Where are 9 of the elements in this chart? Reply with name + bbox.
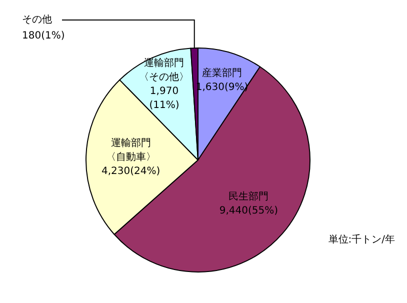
data-label: 9,440(55%) xyxy=(219,206,278,217)
slice-label: 運輸部門〈自動車〉 xyxy=(106,137,156,164)
text: 単位:千トン/年 xyxy=(328,234,396,246)
slice-label: 民生部門 xyxy=(228,190,269,203)
data-label: 4,230(24%) xyxy=(102,166,160,178)
data-label: 180(1%) xyxy=(22,30,65,42)
slice-label: 産業部門 xyxy=(202,67,242,80)
slice-label: その他 xyxy=(22,14,52,26)
data-label: 1,970(11%) xyxy=(149,86,180,111)
